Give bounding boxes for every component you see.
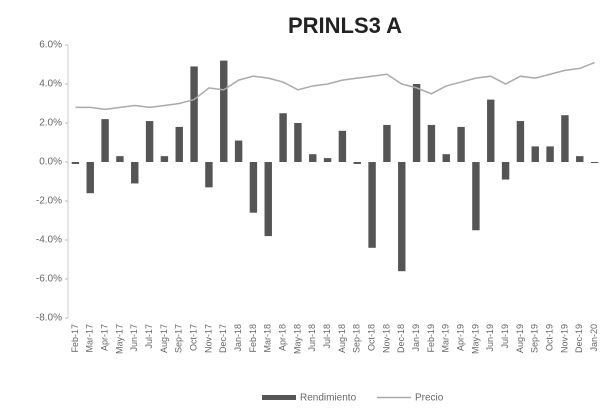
y-tick-label: 6.0% (39, 40, 62, 51)
x-tick-label: Oct-18 (366, 324, 376, 351)
x-tick-label: Sep-19 (530, 324, 540, 353)
bar (576, 156, 584, 162)
bar (101, 119, 109, 162)
x-tick-label: Jul-17 (144, 324, 154, 349)
x-tick-label: Oct-17 (188, 324, 198, 351)
x-tick-label: Mar-18 (263, 324, 273, 353)
x-tick-label: Sep-18 (352, 324, 362, 353)
x-tick-label: Feb-17 (70, 324, 80, 353)
bar (279, 113, 287, 162)
legend-label: Precio (415, 393, 444, 404)
bar (205, 162, 213, 188)
bar (353, 162, 361, 164)
x-tick-label: May-19 (470, 324, 480, 354)
bar (442, 154, 450, 162)
bar (145, 121, 154, 162)
x-tick-label: Aug-18 (337, 324, 347, 353)
x-tick-label: Jan-18 (233, 324, 243, 352)
x-tick-label: Aug-19 (515, 324, 525, 353)
bar (309, 154, 317, 162)
x-tick-label: Jun-19 (485, 324, 495, 352)
x-tick-label: Dec-18 (396, 324, 406, 353)
bar (249, 162, 258, 213)
bar (531, 146, 539, 162)
y-tick-label: -2.0% (36, 196, 62, 207)
x-tick-label: Jun-18 (307, 324, 317, 352)
bar (220, 60, 228, 162)
x-tick-label: Jul-19 (500, 324, 510, 349)
bar (338, 130, 347, 162)
bar (234, 140, 243, 162)
x-tick-label: Mar-17 (85, 324, 95, 353)
y-tick-label: 0.0% (39, 157, 62, 168)
legend-label: Rendimiento (300, 393, 357, 404)
bar (368, 162, 376, 248)
x-tick-label: Apr-19 (455, 324, 465, 351)
bar (323, 158, 332, 162)
bar (86, 162, 94, 194)
x-tick-label: Nov-19 (559, 324, 569, 353)
bar (160, 156, 169, 162)
bar (457, 126, 465, 162)
x-tick-label: Jun-17 (129, 324, 139, 352)
chart-title: PRINLS3 A (288, 13, 402, 38)
bar (412, 84, 421, 162)
bar (116, 156, 124, 162)
bar (175, 126, 183, 162)
x-tick-label: Jan-20 (589, 324, 599, 352)
x-tick-label: Feb-19 (426, 324, 436, 353)
x-tick-label: Jul-18 (322, 324, 332, 349)
bar (294, 123, 302, 162)
x-tick-label: Dec-19 (574, 324, 584, 353)
x-tick-label: Nov-17 (203, 324, 213, 353)
x-tick-label: May-17 (114, 324, 124, 354)
bar (131, 162, 139, 184)
y-tick-label: -6.0% (36, 274, 62, 285)
bar (71, 162, 80, 164)
y-tick-label: -4.0% (36, 235, 62, 246)
x-tick-label: Jan-19 (411, 324, 421, 352)
x-tick-label: Apr-18 (277, 324, 287, 351)
x-tick-label: Aug-17 (159, 324, 169, 353)
bar (383, 124, 391, 162)
bar (501, 162, 510, 180)
bar (190, 66, 198, 162)
bar (590, 162, 599, 163)
x-tick-label: Mar-19 (441, 324, 451, 353)
x-tick-label: Nov-18 (381, 324, 391, 353)
bar (516, 121, 525, 162)
legend-swatch (262, 395, 296, 400)
bar (472, 162, 480, 231)
bar (427, 124, 436, 162)
x-tick-label: Feb-18 (248, 324, 258, 353)
line (75, 61, 595, 111)
bar (561, 115, 569, 162)
bar (546, 146, 554, 162)
x-tick-label: Apr-17 (99, 324, 109, 351)
bar (398, 162, 406, 272)
bar (487, 99, 495, 162)
x-tick-label: Oct-19 (544, 324, 554, 351)
y-tick-label: -8.0% (36, 313, 62, 324)
y-tick-label: 4.0% (39, 79, 62, 90)
bar (264, 162, 272, 237)
x-tick-label: Sep-17 (174, 324, 184, 353)
x-tick-label: May-18 (292, 324, 302, 354)
y-tick-label: 2.0% (39, 118, 62, 129)
x-tick-label: Dec-17 (218, 324, 228, 353)
